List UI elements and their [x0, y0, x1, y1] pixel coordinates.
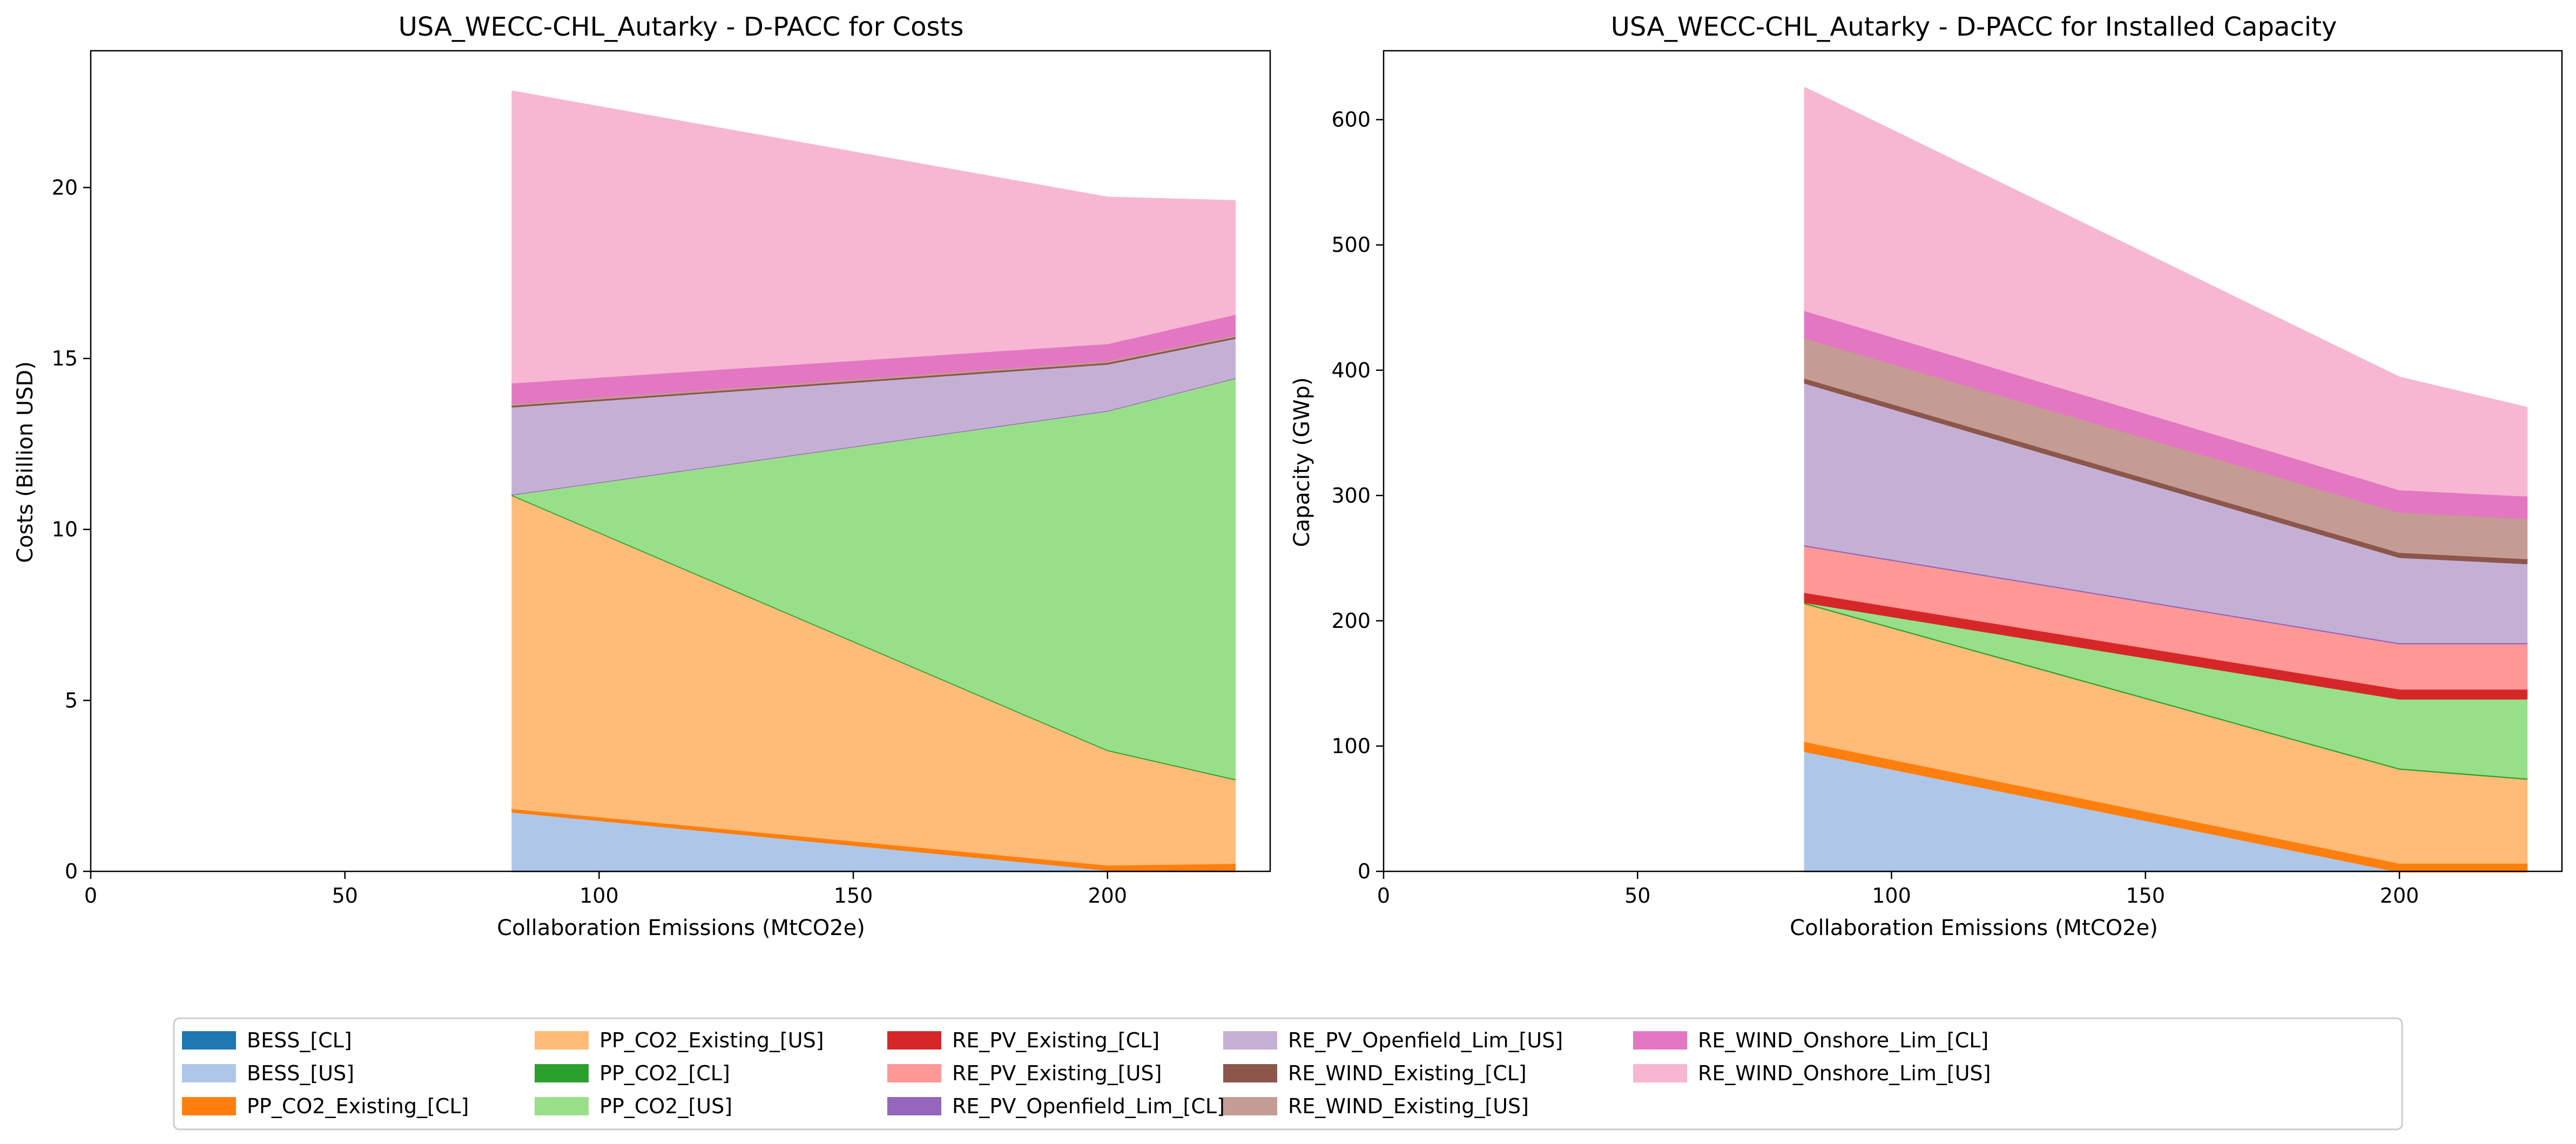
- legend-item-re-wind-onshore-lim-cl: RE_WIND_Onshore_Lim_[CL]: [1633, 1028, 1988, 1052]
- legend-swatch: [1633, 1064, 1687, 1082]
- legend-label: RE_PV_Existing_[CL]: [952, 1028, 1159, 1052]
- capacity-chart: USA_WECC-CHL_Autarky - D-PACC for Instal…: [1290, 12, 2563, 940]
- y-tick-label: 10: [52, 518, 78, 541]
- y-axis-label: Costs (Billion USD): [13, 361, 38, 563]
- legend-label: PP_CO2_Existing_[US]: [599, 1028, 824, 1052]
- x-tick-label: 100: [1872, 884, 1911, 908]
- x-tick-label: 0: [1377, 884, 1390, 908]
- y-tick-label: 5: [65, 688, 78, 712]
- y-tick-label: 500: [1331, 233, 1371, 257]
- legend-swatch: [182, 1064, 236, 1082]
- legend-label: RE_PV_Existing_[US]: [952, 1061, 1162, 1085]
- legend-item-pp-co2-us: PP_CO2_[US]: [535, 1094, 732, 1118]
- y-tick-label: 0: [65, 859, 78, 883]
- legend-label: RE_PV_Openfield_Lim_[CL]: [952, 1094, 1225, 1118]
- legend-swatch: [1223, 1097, 1277, 1115]
- chart-title: USA_WECC-CHL_Autarky - D-PACC for Costs: [399, 12, 964, 42]
- legend-swatch: [1223, 1064, 1277, 1082]
- legend-label: PP_CO2_[US]: [599, 1094, 732, 1118]
- legend-swatch: [1633, 1031, 1687, 1050]
- y-axis-label: Capacity (GWp): [1290, 377, 1314, 547]
- y-tick-label: 15: [52, 347, 78, 370]
- legend-label: RE_WIND_Onshore_Lim_[CL]: [1698, 1028, 1988, 1052]
- series-areas: [1804, 87, 2528, 872]
- y-tick-label: 400: [1331, 358, 1371, 382]
- chart-title: USA_WECC-CHL_Autarky - D-PACC for Instal…: [1611, 12, 2337, 42]
- y-tick-label: 100: [1331, 734, 1371, 758]
- x-axis-label: Collaboration Emissions (MtCO2e): [497, 916, 865, 940]
- series-areas: [511, 91, 1236, 872]
- legend-item-pp-co2-existing-cl: PP_CO2_Existing_[CL]: [182, 1094, 469, 1118]
- x-tick-label: 50: [332, 884, 358, 908]
- legend-frame: [173, 1017, 2403, 1131]
- legend-item-re-pv-existing-cl: RE_PV_Existing_[CL]: [887, 1028, 1159, 1052]
- y-tick-label: 600: [1331, 108, 1371, 132]
- legend-swatch: [1223, 1031, 1277, 1050]
- costs-chart: USA_WECC-CHL_Autarky - D-PACC for Costs …: [13, 12, 1271, 940]
- legend-item-pp-co2-cl: PP_CO2_[CL]: [535, 1061, 730, 1085]
- legend-label: RE_PV_Openfield_Lim_[US]: [1288, 1028, 1563, 1052]
- x-tick-label: 50: [1624, 884, 1650, 908]
- legend-swatch: [535, 1097, 589, 1115]
- area-re-wind-onshore-lim-us: [1804, 87, 2528, 497]
- legend-item-re-pv-openfield-lim-us: RE_PV_Openfield_Lim_[US]: [1223, 1028, 1563, 1052]
- legend-item-pp-co2-existing-us: PP_CO2_Existing_[US]: [535, 1028, 824, 1052]
- legend-label: BESS_[US]: [247, 1061, 354, 1085]
- y-tick-label: 200: [1331, 609, 1371, 633]
- legend-swatch: [182, 1097, 236, 1115]
- legend-label: RE_WIND_Onshore_Lim_[US]: [1698, 1061, 1991, 1085]
- legend-item-re-wind-existing-us: RE_WIND_Existing_[US]: [1223, 1094, 1529, 1118]
- legend-label: PP_CO2_Existing_[CL]: [247, 1094, 469, 1118]
- plot-frame: [1383, 50, 2563, 872]
- legend-swatch: [887, 1097, 941, 1115]
- legend-label: RE_WIND_Existing_[CL]: [1288, 1061, 1527, 1085]
- legend-item-re-wind-existing-cl: RE_WIND_Existing_[CL]: [1223, 1061, 1527, 1085]
- x-tick-label: 200: [1088, 884, 1127, 908]
- y-tick-label: 300: [1331, 484, 1371, 507]
- legend-item-re-pv-openfield-lim-cl: RE_PV_Openfield_Lim_[CL]: [887, 1094, 1225, 1118]
- legend-label: PP_CO2_[CL]: [599, 1061, 730, 1085]
- y-tick-label: 20: [52, 175, 78, 199]
- x-tick-label: 150: [834, 884, 873, 908]
- legend-item-bess-cl: BESS_[CL]: [182, 1028, 352, 1052]
- legend-item-re-pv-existing-us: RE_PV_Existing_[US]: [887, 1061, 1162, 1085]
- x-axis-label: Collaboration Emissions (MtCO2e): [1790, 916, 2158, 940]
- legend: BESS_[CL] BESS_[US] PP_CO2_Existing_[CL] PP…: [173, 1017, 2403, 1131]
- x-tick-label: 150: [2126, 884, 2166, 908]
- legend-swatch: [887, 1031, 941, 1050]
- legend-label: RE_WIND_Existing_[US]: [1288, 1094, 1529, 1118]
- plot-frame: [90, 50, 1271, 872]
- legend-swatch: [887, 1064, 941, 1082]
- legend-swatch: [182, 1031, 236, 1050]
- y-tick-label: 0: [1358, 859, 1371, 883]
- legend-item-re-wind-onshore-lim-us: RE_WIND_Onshore_Lim_[US]: [1633, 1061, 1991, 1085]
- legend-item-bess-us: BESS_[US]: [182, 1061, 354, 1085]
- x-tick-label: 0: [84, 884, 97, 908]
- x-tick-label: 200: [2380, 884, 2419, 908]
- legend-swatch: [535, 1064, 589, 1082]
- area-re-wind-onshore-lim-us: [511, 91, 1236, 384]
- x-tick-label: 100: [579, 884, 619, 908]
- legend-label: BESS_[CL]: [247, 1028, 352, 1052]
- legend-swatch: [535, 1031, 589, 1050]
